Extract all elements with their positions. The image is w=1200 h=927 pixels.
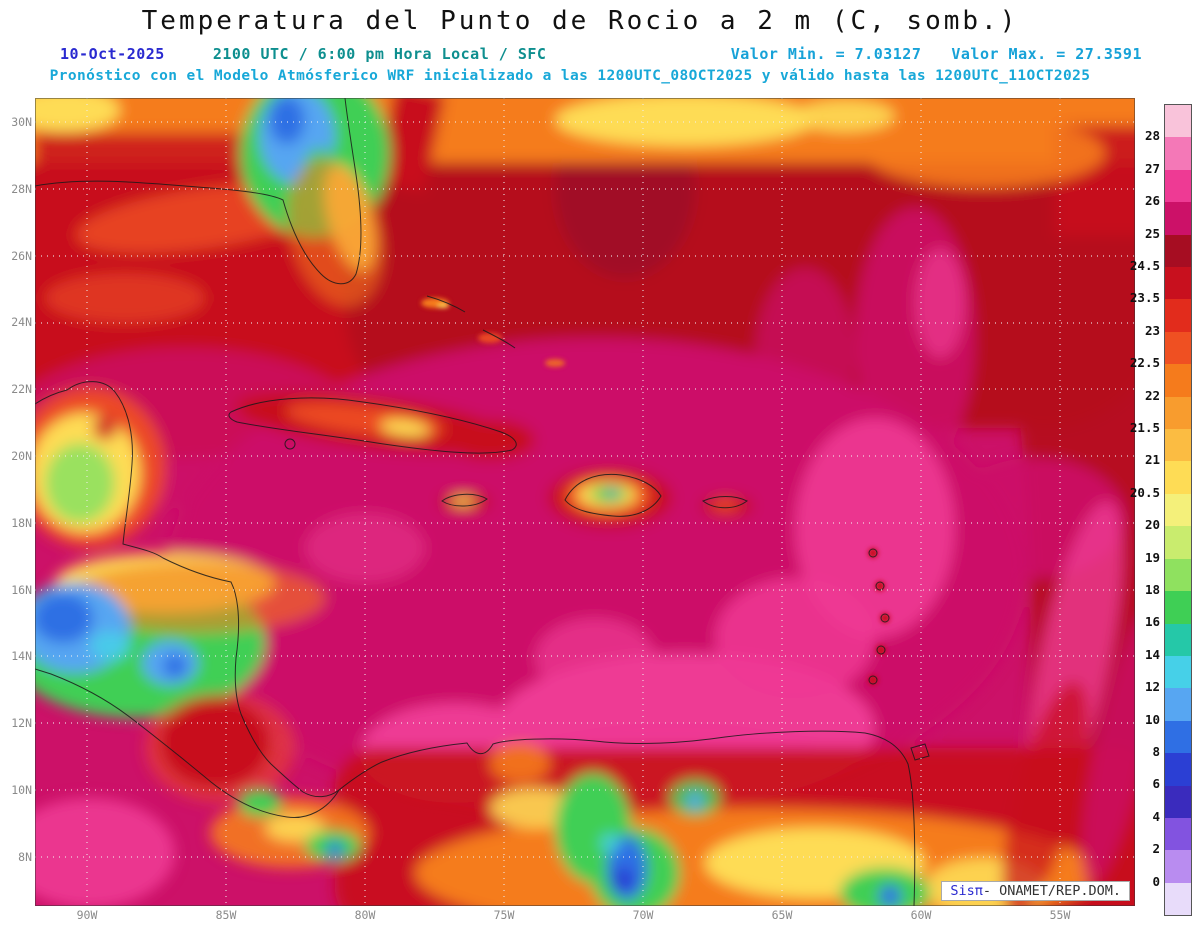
colorbar-boundary-label: 4: [1152, 808, 1160, 824]
lat-tick-label: 16N: [11, 582, 32, 597]
colorbar-swatch: [1165, 169, 1191, 203]
lat-tick-label: 14N: [11, 649, 32, 664]
map-title: Temperatura del Punto de Rocio a 2 m (C,…: [141, 6, 1019, 36]
colorbar-swatch: [1165, 202, 1191, 235]
colorbar-boundary-label: 22: [1144, 387, 1160, 403]
colorbar-boundary-label: 28: [1144, 128, 1160, 144]
lon-tick-label: 70W: [632, 908, 654, 922]
colorbar-boundary-label: 23.5: [1129, 290, 1160, 306]
colorbar-boundary-label: 27: [1144, 160, 1160, 176]
lat-tick-label: 22N: [11, 382, 32, 397]
colorbar-boundary-label: 18: [1144, 582, 1160, 597]
lat-tick-label: 26N: [11, 248, 32, 263]
lat-tick-label: 24N: [11, 315, 32, 330]
colorbar-labels: 28 27 26 25 24.5 23.5 23 22.5 22 21.5 21 20.5 20 19 18…: [1126, 104, 1162, 914]
contour-field: [35, 98, 1135, 906]
colorbar-boundary-label: 14: [1144, 646, 1160, 662]
colorbar-swatch: [1165, 461, 1191, 494]
colorbar-boundary-label: 10: [1144, 711, 1160, 727]
latitude-axis: 30N 28N 26N 24N 22N 20N 18N 16N 14N 12N 10N 8N: [0, 0, 34, 927]
colorbar-swatch: [1165, 429, 1191, 462]
colorbar-boundary-label: 12: [1144, 679, 1160, 695]
lon-tick-label: 85W: [215, 908, 237, 922]
colorbar-swatch: [1165, 623, 1191, 656]
colorbar-boundary-label: 25: [1144, 225, 1160, 241]
colorbar-boundary-label: 16: [1144, 614, 1160, 630]
colorbar-boundary-label: 23: [1144, 322, 1160, 338]
colorbar-swatch: [1165, 591, 1191, 624]
colorbar-boundary-label: 26: [1144, 193, 1160, 209]
credit-box: Sisπ- ONAMET/REP.DOM.: [941, 881, 1130, 901]
lon-tick-label: 80W: [354, 908, 376, 922]
colorbar-swatch: [1165, 364, 1191, 397]
forecast-date: 10-Oct-2025: [60, 45, 165, 63]
lon-tick-label: 75W: [493, 908, 515, 922]
value-max-label: Valor Max. = 27.3591: [951, 45, 1142, 63]
map-area: Sisπ- ONAMET/REP.DOM.: [35, 98, 1135, 906]
lat-tick-label: 10N: [11, 783, 32, 797]
model-info-line: Pronóstico con el Modelo Atmósferico WRF…: [49, 68, 1091, 84]
colorbar: 28 27 26 25 24.5 23.5 23 22.5 22 21.5 21 20.5 20 19 18…: [1124, 104, 1192, 916]
credit-brand: Sisπ: [950, 883, 983, 899]
lon-tick-label: 60W: [910, 908, 932, 922]
colorbar-swatch: [1165, 137, 1191, 170]
colorbar-boundary-label: 20.5: [1129, 484, 1160, 500]
lat-tick-label: 28N: [11, 181, 32, 196]
colorbar-swatch: [1165, 688, 1191, 721]
colorbar-boundary-label: 0: [1152, 873, 1160, 889]
colorbar-swatch: [1165, 720, 1191, 754]
contour-map-svg: [35, 98, 1135, 906]
colorbar-boundary-label: 20: [1144, 517, 1160, 533]
colorbar-swatch: [1165, 331, 1191, 365]
colorbar-swatch: [1165, 396, 1191, 430]
colorbar-swatch: [1165, 267, 1191, 300]
lat-tick-label: 20N: [11, 449, 32, 463]
colorbar-boundary-label: 8: [1152, 744, 1160, 759]
colorbar-boundary-label: 24.5: [1129, 258, 1160, 273]
subtitle-line: 10-Oct-2025 2100 UTC / 6:00 pm Hora Loca…: [60, 45, 1142, 63]
colorbar-swatch: [1165, 817, 1191, 851]
colorbar-boundary-label: 19: [1144, 549, 1160, 565]
colorbar-swatch: [1165, 105, 1191, 138]
colorbar-swatch: [1165, 882, 1191, 916]
coastlines: [35, 98, 930, 906]
colorbar-swatch: [1165, 299, 1191, 332]
colorbar-swatch: [1165, 655, 1191, 689]
lon-tick-label: 65W: [771, 908, 793, 922]
colorbar-swatch: [1165, 493, 1191, 527]
colorbar-boundary-label: 21.5: [1129, 420, 1160, 435]
colorbar-boundary-label: 22.5: [1129, 355, 1160, 371]
lat-tick-label: 30N: [11, 115, 32, 129]
colorbar-boundary-label: 6: [1152, 776, 1160, 792]
colorbar-swatch: [1165, 785, 1191, 818]
forecast-time: 2100 UTC / 6:00 pm Hora Local / SFC: [212, 45, 547, 63]
longitude-axis: 90W 85W 80W 75W 70W 65W 60W 55W: [0, 908, 1160, 924]
colorbar-boundary-label: 21: [1144, 452, 1160, 468]
colorbar-swatch: [1165, 558, 1191, 592]
value-min-label: Valor Min. = 7.03127: [730, 45, 922, 63]
lat-tick-label: 12N: [11, 716, 32, 731]
lat-tick-label: 8N: [18, 849, 32, 864]
credit-text: - ONAMET/REP.DOM.: [982, 883, 1121, 899]
colorbar-boundary-label: 2: [1152, 841, 1160, 857]
lon-tick-label: 90W: [76, 908, 98, 922]
lon-tick-label: 55W: [1049, 908, 1071, 922]
colorbar-swatch: [1165, 753, 1191, 786]
colorbar-swatch: [1165, 850, 1191, 883]
colorbar-swatch: [1165, 526, 1191, 559]
colorbar-swatches: [1164, 104, 1192, 916]
lat-tick-label: 18N: [11, 515, 32, 530]
colorbar-swatch: [1165, 234, 1191, 268]
